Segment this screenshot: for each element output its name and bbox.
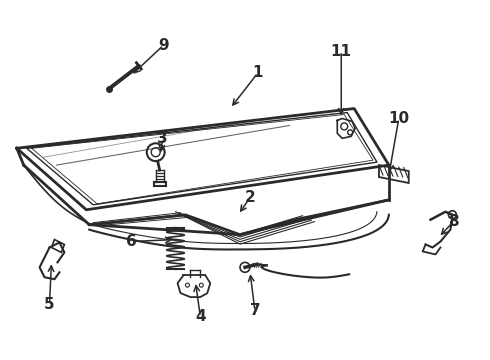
Text: 7: 7 — [249, 303, 260, 319]
Text: 8: 8 — [448, 214, 459, 229]
Text: 3: 3 — [157, 131, 168, 146]
Text: 11: 11 — [331, 44, 352, 59]
Text: 1: 1 — [253, 65, 263, 80]
Text: 2: 2 — [245, 190, 255, 205]
Text: 5: 5 — [44, 297, 55, 311]
Text: 9: 9 — [158, 37, 169, 53]
Text: 6: 6 — [125, 234, 136, 249]
Text: 10: 10 — [388, 111, 409, 126]
Text: 4: 4 — [195, 310, 206, 324]
